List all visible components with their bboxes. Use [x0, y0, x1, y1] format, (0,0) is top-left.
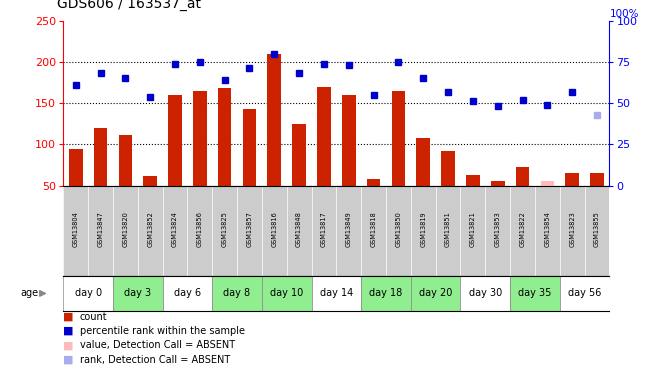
Text: day 56: day 56 — [568, 288, 601, 298]
Bar — [466, 175, 480, 186]
Text: day 3: day 3 — [124, 288, 151, 298]
Text: ■: ■ — [63, 355, 74, 364]
Text: day 18: day 18 — [370, 288, 403, 298]
Bar — [411, 186, 436, 276]
Bar — [565, 173, 579, 186]
Bar — [515, 168, 529, 186]
Text: ■: ■ — [63, 340, 74, 350]
Bar — [436, 186, 460, 276]
Text: GSM13848: GSM13848 — [296, 211, 302, 247]
Text: 100%: 100% — [609, 9, 639, 19]
Text: rank, Detection Call = ABSENT: rank, Detection Call = ABSENT — [80, 355, 230, 364]
Bar — [460, 276, 510, 311]
Bar — [113, 276, 163, 311]
Bar — [541, 181, 554, 186]
Bar — [212, 276, 262, 311]
Bar — [510, 186, 535, 276]
Bar — [312, 186, 336, 276]
Text: GSM13824: GSM13824 — [172, 211, 178, 247]
Bar — [63, 186, 88, 276]
Bar — [143, 176, 157, 186]
Bar — [268, 54, 281, 186]
Text: GSM13818: GSM13818 — [370, 211, 376, 247]
Bar — [367, 179, 380, 186]
Bar — [361, 186, 386, 276]
Text: percentile rank within the sample: percentile rank within the sample — [80, 326, 245, 336]
Text: GSM13823: GSM13823 — [569, 211, 575, 247]
Text: count: count — [80, 312, 107, 322]
Text: GSM13816: GSM13816 — [271, 211, 277, 247]
Bar — [312, 276, 361, 311]
Text: GSM13819: GSM13819 — [420, 211, 426, 247]
Bar — [441, 151, 455, 186]
Bar — [386, 186, 411, 276]
Text: GSM13804: GSM13804 — [73, 211, 79, 247]
Bar — [491, 181, 505, 186]
Bar — [113, 186, 138, 276]
Bar — [94, 128, 107, 186]
Text: GSM13821: GSM13821 — [470, 211, 476, 247]
Bar — [510, 276, 559, 311]
Bar — [138, 186, 163, 276]
Text: GSM13822: GSM13822 — [519, 211, 525, 247]
Text: ■: ■ — [63, 326, 74, 336]
Text: ■: ■ — [63, 312, 74, 322]
Bar — [88, 186, 113, 276]
Text: age: age — [21, 288, 39, 298]
Bar — [187, 186, 212, 276]
Bar — [336, 186, 361, 276]
Text: GSM13854: GSM13854 — [544, 211, 550, 247]
Bar — [342, 95, 356, 186]
Bar — [63, 276, 113, 311]
Bar — [212, 186, 237, 276]
Bar — [218, 88, 232, 186]
Text: GSM13820: GSM13820 — [123, 211, 129, 247]
Bar — [286, 186, 312, 276]
Text: GSM13825: GSM13825 — [222, 211, 228, 247]
Text: GSM13849: GSM13849 — [346, 211, 352, 247]
Text: GDS606 / 163537_at: GDS606 / 163537_at — [57, 0, 200, 11]
Bar — [163, 186, 187, 276]
Bar — [535, 186, 559, 276]
Bar — [237, 186, 262, 276]
Text: day 30: day 30 — [469, 288, 502, 298]
Text: day 6: day 6 — [174, 288, 201, 298]
Bar — [163, 276, 212, 311]
Bar — [361, 276, 411, 311]
Text: GSM13847: GSM13847 — [97, 211, 103, 247]
Bar — [262, 276, 312, 311]
Text: GSM13817: GSM13817 — [321, 211, 327, 247]
Bar — [559, 186, 585, 276]
Text: day 20: day 20 — [419, 288, 452, 298]
Bar — [69, 148, 83, 186]
Bar — [168, 95, 182, 186]
Bar — [411, 276, 460, 311]
Bar — [193, 91, 206, 186]
Bar — [559, 276, 609, 311]
Text: GSM13855: GSM13855 — [594, 211, 600, 247]
Bar — [416, 138, 430, 186]
Text: GSM13850: GSM13850 — [396, 211, 402, 247]
Bar — [242, 109, 256, 186]
Text: value, Detection Call = ABSENT: value, Detection Call = ABSENT — [80, 340, 235, 350]
Bar — [585, 186, 609, 276]
Bar — [317, 87, 331, 186]
Text: day 14: day 14 — [320, 288, 353, 298]
Bar — [262, 186, 286, 276]
Text: GSM13856: GSM13856 — [196, 211, 203, 247]
Text: GSM13857: GSM13857 — [246, 211, 252, 247]
Bar — [292, 124, 306, 186]
Text: day 10: day 10 — [270, 288, 303, 298]
Text: GSM13851: GSM13851 — [445, 211, 451, 247]
Text: day 8: day 8 — [224, 288, 250, 298]
Bar — [119, 135, 132, 186]
Bar — [392, 91, 405, 186]
Text: day 35: day 35 — [518, 288, 551, 298]
Text: day 0: day 0 — [75, 288, 102, 298]
Bar — [460, 186, 486, 276]
Bar — [486, 186, 510, 276]
Text: GSM13852: GSM13852 — [147, 211, 153, 247]
Text: GSM13853: GSM13853 — [495, 211, 501, 247]
Bar — [590, 173, 604, 186]
